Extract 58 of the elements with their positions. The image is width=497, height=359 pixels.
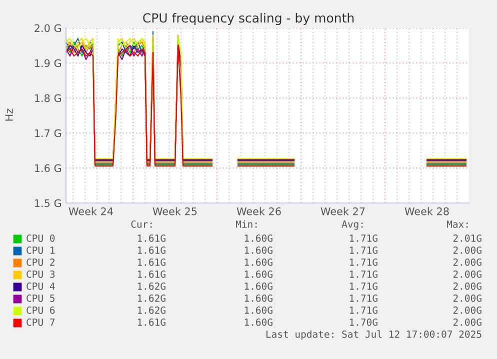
chart-title: CPU frequency scaling - by month xyxy=(143,12,354,26)
text: 1.61G xyxy=(138,246,166,254)
y-tick-label: 1.5 G xyxy=(35,199,61,208)
text: 1.71G xyxy=(350,294,378,302)
text: Min: xyxy=(236,220,257,228)
text: 2.00G xyxy=(453,282,482,290)
text: Max: xyxy=(446,220,468,228)
legend-label: CPU 0 xyxy=(26,234,55,242)
text: 1.60G xyxy=(244,246,272,254)
y-tick-label: 1.6 G xyxy=(35,164,61,172)
text: 1.71G xyxy=(350,234,378,242)
y-tick-label: 1.8 G xyxy=(35,94,61,102)
text: 2.00G xyxy=(453,258,482,266)
text: 1.60G xyxy=(244,318,272,326)
x-tick-label: Week 25 xyxy=(152,207,197,216)
text: 1.70G xyxy=(350,318,378,326)
x-tick-label: Week 26 xyxy=(236,207,281,216)
text: 1.61G xyxy=(138,318,166,326)
text: Last update: Sat Jul 12 17:00:07 2025 xyxy=(266,330,482,340)
text: 2.00G xyxy=(453,270,482,278)
text: 1.71G xyxy=(350,270,378,278)
text: 1.61G xyxy=(138,234,166,242)
y-axis-title: Hz xyxy=(5,108,13,121)
text: 2.00G xyxy=(453,246,482,254)
text: 1.62G xyxy=(138,306,166,314)
text: 1.60G xyxy=(244,306,272,314)
text: 1.60G xyxy=(244,270,272,278)
text: 1.60G xyxy=(244,294,272,302)
text: 1.62G xyxy=(138,282,166,290)
text: 1.61G xyxy=(138,270,166,278)
legend-label: CPU 6 xyxy=(26,306,55,314)
x-tick-label: Week 24 xyxy=(68,207,113,216)
y-tick-label: 1.9 G xyxy=(35,59,61,68)
legend-label: CPU 1 xyxy=(26,246,55,254)
text: 1.62G xyxy=(138,294,166,302)
text: Cur: xyxy=(131,220,152,228)
text: 1.60G xyxy=(244,258,272,266)
text: 2.00G xyxy=(453,318,482,326)
text: 1.71G xyxy=(350,282,378,290)
text: 1.71G xyxy=(350,258,378,266)
y-tick-label: 1.7 G xyxy=(35,129,61,138)
x-tick-label: Week 28 xyxy=(404,207,449,216)
legend-label: CPU 4 xyxy=(26,282,55,290)
text: Avg: xyxy=(342,220,363,230)
text: 2.00G xyxy=(453,294,482,302)
text: 1.60G xyxy=(244,234,272,242)
text: 1.71G xyxy=(350,246,378,254)
text: 1.71G xyxy=(350,306,378,314)
text: 1.60G xyxy=(244,282,272,290)
legend-label: CPU 5 xyxy=(26,294,54,302)
text: 2.01G xyxy=(453,234,482,242)
legend-label: CPU 7 xyxy=(26,318,55,326)
legend-label: CPU 3 xyxy=(26,270,55,278)
text: 1.61G xyxy=(138,258,166,266)
legend-label: CPU 2 xyxy=(26,258,54,266)
text: 2.00G xyxy=(453,306,482,314)
y-tick-label: 2.0 G xyxy=(34,24,61,32)
x-tick-label: Week 27 xyxy=(320,207,365,216)
